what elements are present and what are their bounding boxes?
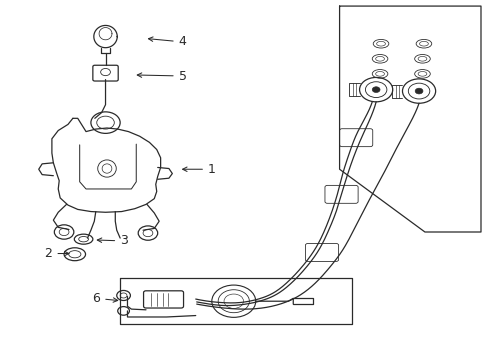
Text: 2: 2	[44, 247, 69, 260]
Text: 3: 3	[97, 234, 128, 247]
Circle shape	[371, 87, 379, 93]
Text: 4: 4	[148, 35, 186, 49]
Text: 1: 1	[182, 163, 215, 176]
Text: 5: 5	[137, 69, 186, 82]
Circle shape	[414, 88, 422, 94]
Text: 6: 6	[92, 292, 118, 305]
